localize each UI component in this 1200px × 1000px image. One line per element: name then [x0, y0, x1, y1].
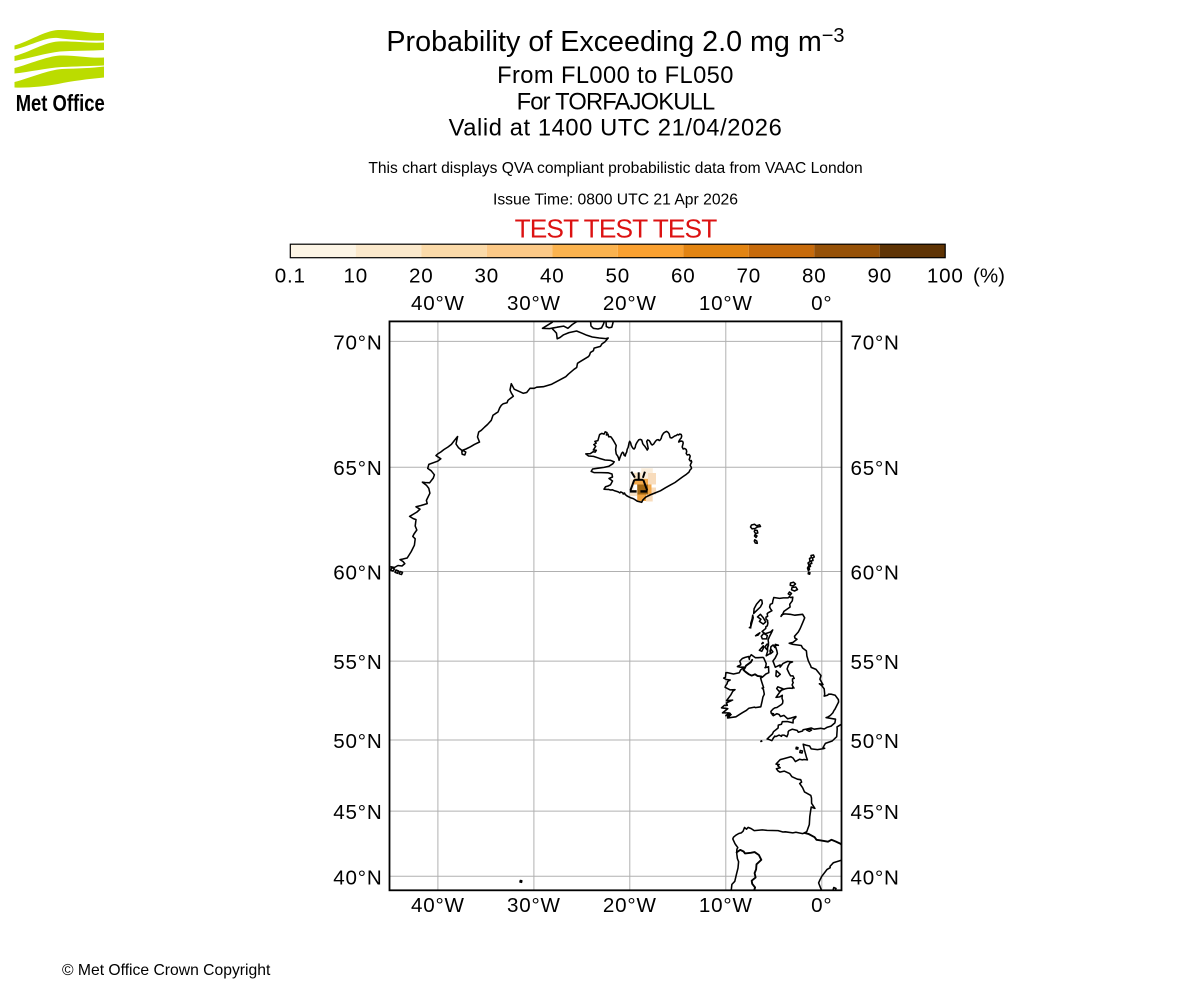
svg-text:10°W: 10°W: [699, 292, 753, 315]
svg-text:0°: 0°: [811, 894, 832, 917]
svg-text:40°W: 40°W: [411, 292, 465, 315]
svg-text:60: 60: [671, 264, 696, 287]
svg-text:60°N: 60°N: [851, 562, 900, 585]
svg-text:70: 70: [736, 264, 761, 287]
svg-text:TEST TEST TEST: TEST TEST TEST: [515, 213, 718, 243]
svg-text:Issue Time: 0800 UTC 21 Apr 20: Issue Time: 0800 UTC 21 Apr 2026: [493, 191, 738, 208]
svg-text:Valid at 1400 UTC 21/04/2026: Valid at 1400 UTC 21/04/2026: [449, 116, 783, 142]
svg-text:70°N: 70°N: [333, 331, 382, 354]
svg-text:45°N: 45°N: [333, 801, 382, 824]
svg-text:0.1: 0.1: [275, 264, 306, 287]
svg-text:50°N: 50°N: [851, 730, 900, 753]
svg-text:70°N: 70°N: [851, 331, 900, 354]
svg-text:30°W: 30°W: [507, 292, 561, 315]
svg-text:40°W: 40°W: [411, 894, 465, 917]
svg-text:20°W: 20°W: [603, 894, 657, 917]
svg-text:Met Office: Met Office: [16, 90, 105, 116]
svg-text:(%): (%): [973, 264, 1005, 287]
svg-text:10: 10: [344, 264, 369, 287]
svg-text:30°W: 30°W: [507, 894, 561, 917]
svg-text:20: 20: [409, 264, 434, 287]
svg-text:40°N: 40°N: [333, 866, 382, 889]
svg-text:65°N: 65°N: [333, 457, 382, 480]
svg-text:80: 80: [802, 264, 827, 287]
svg-text:100: 100: [927, 264, 964, 287]
svg-text:10°W: 10°W: [699, 894, 753, 917]
svg-text:0°: 0°: [811, 292, 832, 315]
svg-text:Probability of Exceeding 2.0 m: Probability of Exceeding 2.0 mg m−3: [386, 25, 844, 58]
svg-text:50: 50: [605, 264, 630, 287]
svg-text:For TORFAJOKULL: For TORFAJOKULL: [517, 89, 715, 115]
svg-text:55°N: 55°N: [333, 651, 382, 674]
svg-text:20°W: 20°W: [603, 292, 657, 315]
svg-text:30: 30: [475, 264, 500, 287]
svg-text:90: 90: [867, 264, 892, 287]
svg-text:This chart displays QVA compli: This chart displays QVA compliant probab…: [368, 160, 862, 177]
svg-text:60°N: 60°N: [333, 562, 382, 585]
svg-text:40°N: 40°N: [851, 866, 900, 889]
svg-text:50°N: 50°N: [333, 730, 382, 753]
svg-text:© Met Office Crown Copyright: © Met Office Crown Copyright: [62, 962, 271, 979]
svg-text:40: 40: [540, 264, 565, 287]
svg-text:45°N: 45°N: [851, 801, 900, 824]
svg-text:55°N: 55°N: [851, 651, 900, 674]
svg-text:From FL000 to FL050: From FL000 to FL050: [497, 63, 734, 89]
svg-text:65°N: 65°N: [851, 457, 900, 480]
